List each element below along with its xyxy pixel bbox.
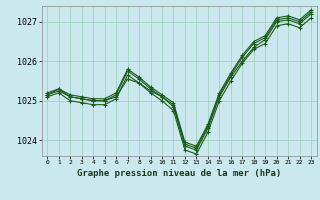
X-axis label: Graphe pression niveau de la mer (hPa): Graphe pression niveau de la mer (hPa) [77, 169, 281, 178]
